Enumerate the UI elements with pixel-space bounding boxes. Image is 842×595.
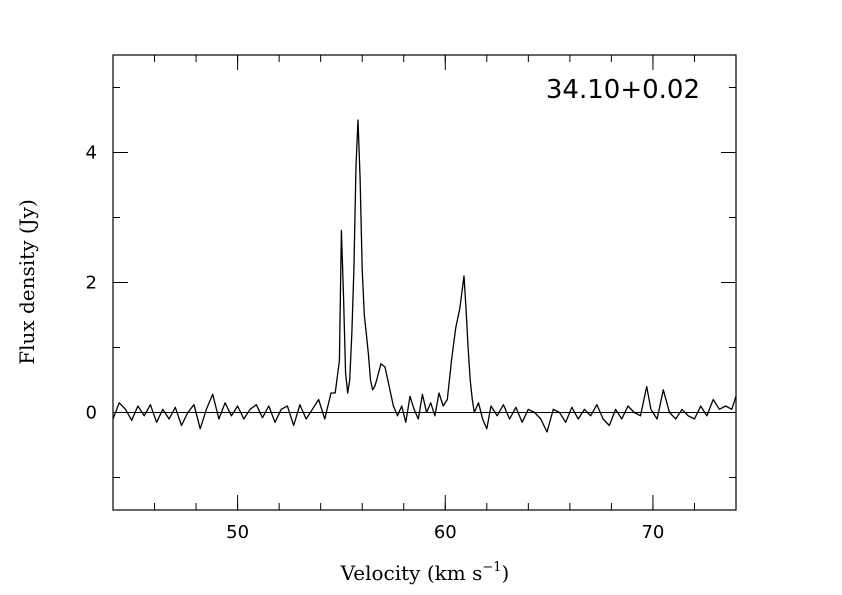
x-tick-label: 70: [641, 522, 664, 543]
y-axis-label: Flux density (Jy): [15, 199, 39, 365]
x-tick-label: 60: [434, 522, 457, 543]
x-axis-label-close: ): [502, 561, 510, 585]
y-tick-label: 2: [86, 273, 97, 294]
spectrum-line: [112, 119, 737, 433]
x-axis-label-exponent: −1: [482, 560, 501, 575]
source-annotation: 34.10+0.02: [546, 75, 700, 105]
y-tick-label: 4: [86, 143, 97, 164]
axis-ticks: [112, 55, 737, 510]
x-axis-label-text: Velocity (km s: [340, 561, 483, 585]
x-axis-label: Velocity (km s−1): [340, 560, 510, 585]
plot-frame: [112, 54, 737, 511]
axis-tick-labels: 50 60 70 0 2 4: [86, 143, 665, 544]
y-tick-label: 0: [86, 403, 97, 424]
x-tick-label: 50: [226, 522, 249, 543]
